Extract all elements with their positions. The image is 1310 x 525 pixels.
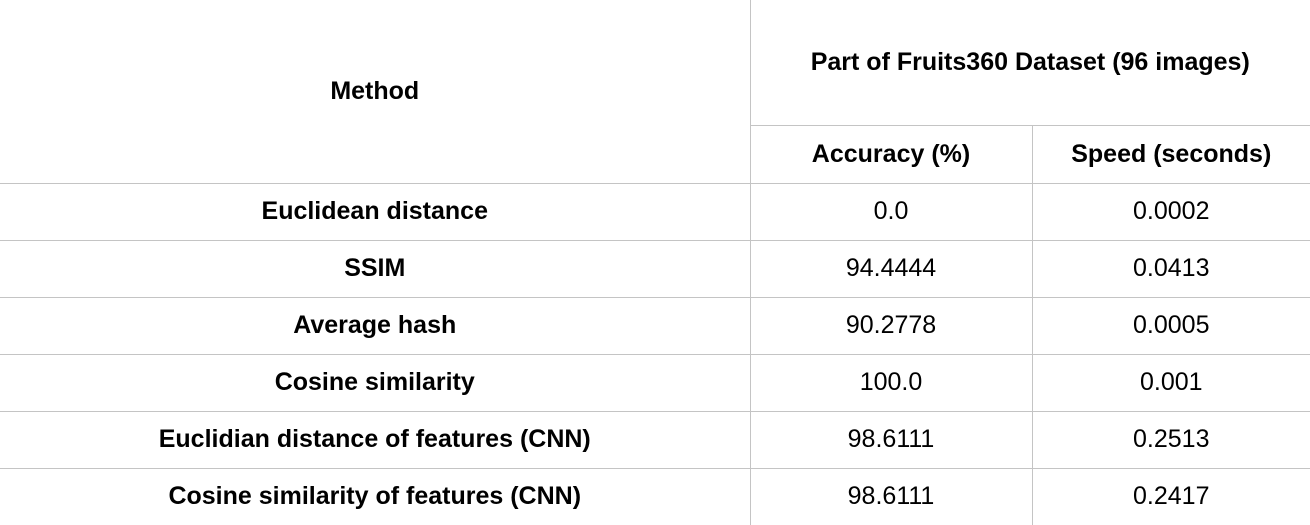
- subheader-row: Accuracy (%) Speed (seconds): [0, 124, 1310, 184]
- dataset-header: Part of Fruits360 Dataset (96 images): [749, 0, 1310, 126]
- method-cell: SSIM: [0, 239, 751, 298]
- accuracy-cell: 0.0: [749, 182, 1033, 241]
- method-cell: Euclidian distance of features (CNN): [0, 410, 751, 469]
- header-row: Method Part of Fruits360 Dataset (96 ima…: [0, 0, 1310, 184]
- table-row: Euclidean distance 0.0 0.0002: [0, 182, 1310, 241]
- accuracy-cell: 98.6111: [749, 467, 1033, 525]
- speed-cell: 0.0413: [1031, 239, 1310, 298]
- accuracy-header: Accuracy (%): [750, 124, 1033, 184]
- table-row: Cosine similarity of features (CNN) 98.6…: [0, 467, 1310, 525]
- table-row: Euclidian distance of features (CNN) 98.…: [0, 410, 1310, 469]
- method-cell: Cosine similarity of features (CNN): [0, 467, 751, 525]
- table-row: Average hash 90.2778 0.0005: [0, 296, 1310, 355]
- method-header: Method: [0, 0, 751, 184]
- speed-cell: 0.0005: [1031, 296, 1310, 355]
- method-cell: Euclidean distance: [0, 182, 751, 241]
- method-cell: Cosine similarity: [0, 353, 751, 412]
- accuracy-cell: 94.4444: [749, 239, 1033, 298]
- accuracy-cell: 100.0: [749, 353, 1033, 412]
- speed-cell: 0.001: [1031, 353, 1310, 412]
- method-cell: Average hash: [0, 296, 751, 355]
- speed-cell: 0.0002: [1031, 182, 1310, 241]
- table-row: SSIM 94.4444 0.0413: [0, 239, 1310, 298]
- accuracy-cell: 90.2778: [749, 296, 1033, 355]
- accuracy-cell: 98.6111: [749, 410, 1033, 469]
- speed-cell: 0.2417: [1031, 467, 1310, 525]
- speed-header: Speed (seconds): [1031, 124, 1310, 184]
- table-row: Cosine similarity 100.0 0.001: [0, 353, 1310, 412]
- speed-cell: 0.2513: [1031, 410, 1310, 469]
